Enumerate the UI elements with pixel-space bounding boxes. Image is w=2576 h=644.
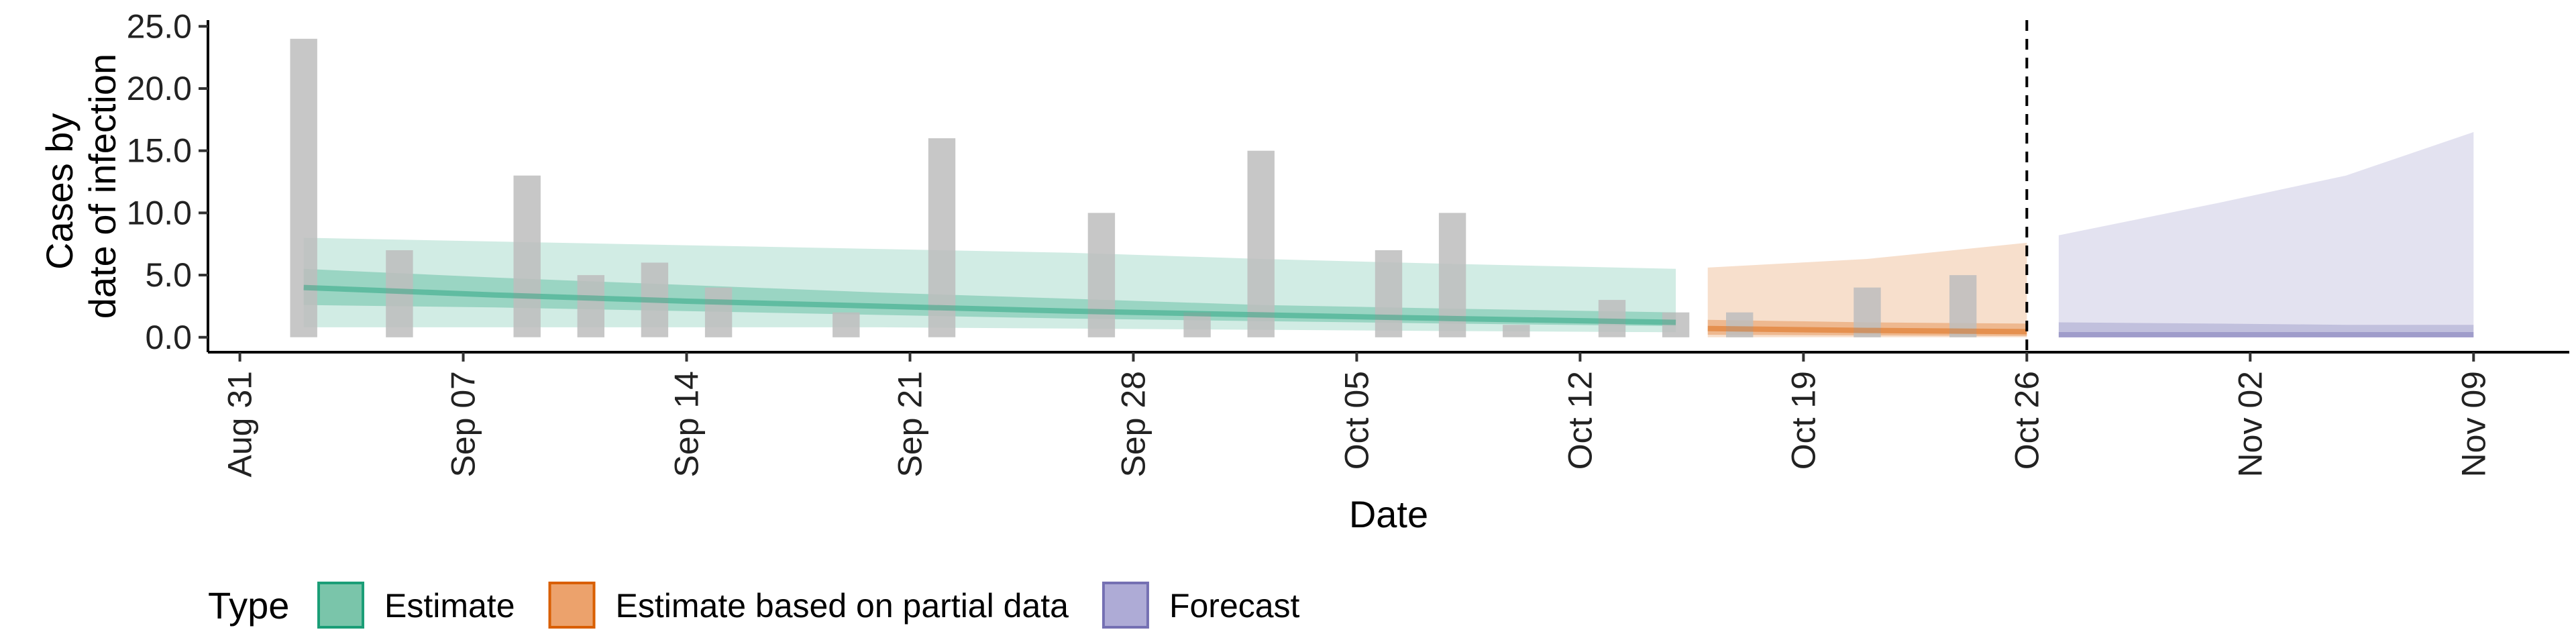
- median-layer: [303, 284, 2474, 337]
- reported-cases-bar: [1375, 250, 1403, 337]
- estimate-based-on-partial-data-median-line: [1707, 325, 2027, 335]
- y-tick-label: 15.0: [127, 132, 192, 170]
- x-tick-label: Oct 12: [1561, 371, 1599, 470]
- estimate-median-line: [303, 284, 1676, 325]
- reported-cases-bar: [641, 262, 669, 337]
- x-tick-label: Sep 07: [445, 371, 482, 477]
- reported-cases-bar: [1598, 300, 1626, 337]
- x-tick-label: Sep 14: [668, 371, 706, 477]
- legend-swatch-forecast: [1102, 582, 1149, 629]
- legend-label-estimate-based-on-partial-data: Estimate based on partial data: [616, 587, 1069, 625]
- axes-layer: [207, 20, 2569, 354]
- reported-cases-bar: [1503, 325, 1530, 337]
- legend: Type Estimate Estimate based on partial d…: [208, 582, 1300, 629]
- reported-cases-bar: [704, 287, 733, 337]
- x-tick-label: Sep 28: [1114, 371, 1152, 477]
- x-tick-label: Sep 21: [891, 371, 928, 477]
- y-axis-title: Cases by date of infection: [38, 54, 123, 319]
- reported-cases-bar: [833, 312, 860, 337]
- bars-layer: [290, 38, 1977, 337]
- reported-cases-bar: [513, 175, 541, 337]
- reported-cases-bar: [1087, 213, 1116, 337]
- y-tick-label: 0.0: [145, 319, 192, 356]
- reported-cases-bar: [1949, 275, 1977, 337]
- x-tick-label: Oct 26: [2008, 371, 2045, 470]
- y-tick-label: 10.0: [127, 194, 192, 231]
- y-axis-title-line-1: Cases by: [38, 113, 80, 270]
- x-axis-title: Date: [1349, 493, 1428, 535]
- x-tick-label: Oct 05: [1338, 371, 1375, 470]
- reported-cases-bar: [1726, 312, 1754, 337]
- y-axis-title-line-2: date of infection: [81, 54, 123, 319]
- forecast-outer-band: [2058, 131, 2474, 337]
- x-tick-label: Nov 02: [2231, 371, 2269, 477]
- reported-cases-bar: [1662, 312, 1690, 337]
- y-tick-label: 25.0: [127, 7, 192, 45]
- y-tick-label: 20.0: [127, 70, 192, 107]
- reported-cases-bar: [928, 138, 956, 337]
- reported-cases-bar: [1438, 213, 1466, 337]
- reported-cases-bar: [1854, 287, 1881, 337]
- legend-swatch-estimate-based-on-partial-data: [548, 582, 596, 629]
- reported-cases-bar: [1183, 312, 1211, 337]
- ticks-layer: 0.0 5.0 10.0 15.0 20.0 25.0 Aug 31 Sep 07 Sep 14…: [127, 7, 2493, 477]
- legend-swatch-estimate: [317, 582, 364, 629]
- y-tick-label: 5.0: [145, 256, 192, 294]
- legend-label-estimate: Estimate: [384, 587, 515, 625]
- reported-cases-bar: [1247, 150, 1275, 337]
- x-tick-label: Oct 19: [1784, 371, 1822, 470]
- x-tick-label: Nov 09: [2455, 371, 2492, 477]
- legend-label-forecast: Forecast: [1169, 587, 1300, 625]
- legend-title: Type: [208, 584, 289, 627]
- estimate-inner-band: [303, 268, 1676, 327]
- reported-cases-bar: [577, 275, 604, 337]
- reported-cases-bar: [386, 250, 413, 337]
- forecast-inner-band: [2058, 322, 2474, 337]
- x-tick-label: Aug 31: [221, 371, 259, 477]
- reported-cases-bar: [290, 38, 317, 337]
